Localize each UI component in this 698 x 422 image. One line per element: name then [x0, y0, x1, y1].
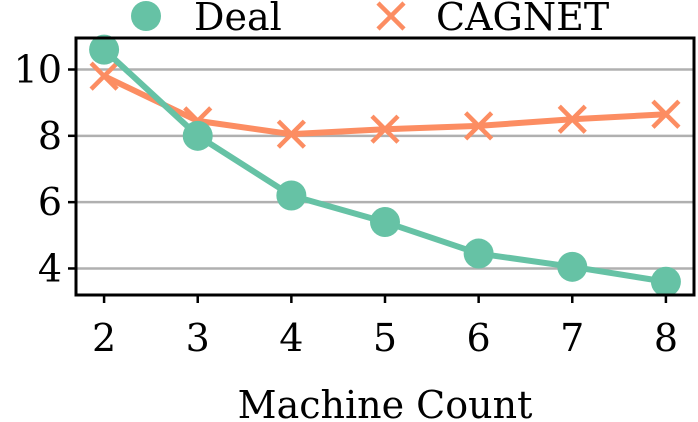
x-tick-label: 7	[560, 316, 584, 360]
legend: Deal CAGNET	[131, 0, 609, 39]
x-tick-label: 3	[186, 316, 210, 360]
y-tick-label: 10	[14, 48, 62, 92]
cagnet-legend-label: CAGNET	[436, 0, 609, 39]
cagnet-data-point	[651, 99, 681, 129]
cagnet-data-point	[276, 119, 306, 149]
x-tick-label: 8	[654, 316, 678, 360]
x-tick-label: 4	[279, 316, 303, 360]
deal-series-line	[102, 47, 667, 285]
x-tick-label: 5	[373, 316, 397, 360]
y-tick-label: 4	[38, 246, 62, 290]
grid-layer	[76, 68, 694, 270]
deal-legend-marker	[131, 1, 161, 31]
y-tick-label: 8	[38, 114, 62, 158]
cagnet-data-point	[370, 114, 400, 144]
cagnet-data-point	[464, 111, 494, 141]
cagnet-legend-marker	[376, 1, 406, 31]
x-tick-label: 2	[92, 316, 116, 360]
cagnet-data-point	[557, 104, 587, 134]
x-axis-label: Machine Count	[238, 383, 533, 422]
deal-data-point	[182, 120, 213, 151]
series-layer	[89, 34, 681, 297]
deal-data-point	[89, 34, 120, 65]
x-tick-label: 6	[467, 316, 491, 360]
deal-data-point	[650, 266, 681, 297]
deal-data-point	[370, 207, 400, 238]
deal-data-point	[557, 251, 588, 282]
deal-data-point	[276, 180, 307, 211]
cagnet-data-point	[89, 61, 119, 91]
y-tick-label: 6	[38, 180, 62, 224]
deal-data-point	[463, 238, 494, 269]
plot-frame	[74, 36, 696, 297]
deal-legend-label: Deal	[194, 0, 282, 39]
tick-layer: 4 6 8 10 2 3 4 5 6 7 8	[14, 48, 678, 360]
